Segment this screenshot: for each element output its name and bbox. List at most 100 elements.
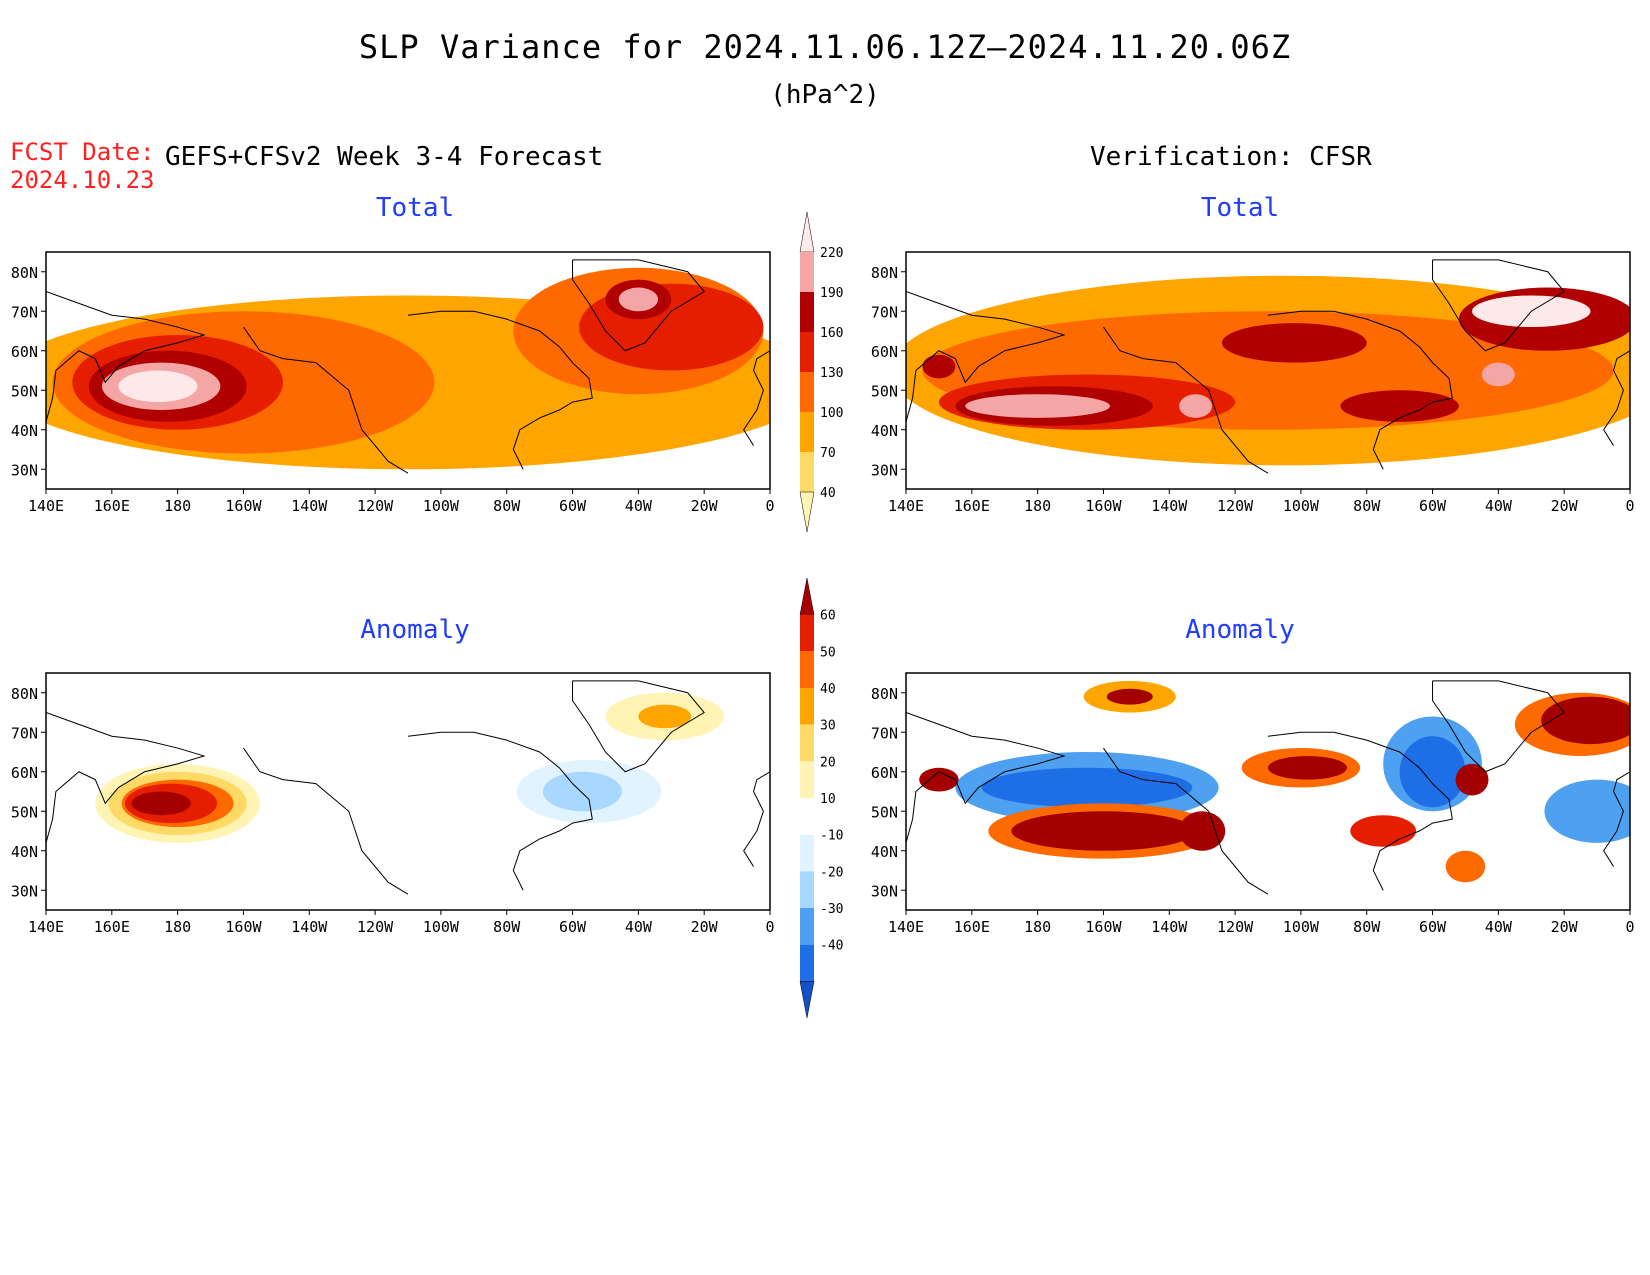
lon-tick-label: 0 — [765, 497, 774, 515]
lon-tick-label: 20W — [1551, 497, 1579, 515]
coastline-north-america-east — [407, 731, 593, 891]
lat-tick-label: 60N — [871, 764, 898, 782]
lon-tick-label: 20W — [691, 497, 719, 515]
lon-tick-label: 180 — [1024, 918, 1051, 936]
lat-tick-label: 70N — [11, 724, 38, 742]
colorbar-label: -20 — [820, 865, 843, 880]
lon-tick-label: 100W — [1283, 918, 1320, 936]
lon-tick-label: 0 — [1625, 918, 1634, 936]
coastline-europe — [1603, 350, 1630, 446]
colorbar-label: 40 — [820, 486, 836, 501]
shading-region — [118, 370, 198, 403]
lon-tick-label: 40W — [625, 497, 653, 515]
lon-tick-label: 140W — [291, 918, 328, 936]
lon-tick-label: 60W — [1419, 918, 1447, 936]
lon-tick-label: 140E — [888, 497, 924, 515]
shading-region — [1481, 362, 1515, 387]
lat-tick-label: 80N — [871, 685, 898, 703]
colorbar-label: 50 — [820, 645, 836, 660]
fcst-date-value: 2024.10.23 — [10, 166, 155, 194]
shaded-field — [906, 673, 1630, 910]
lon-tick-label: 160E — [94, 918, 130, 936]
map-panel-fcst-anomaly: 80N 70N 60N 50N 40N 30N 140E 160E 180 160W 140W 120… — [11, 672, 775, 936]
colorbar-label: 40 — [820, 682, 836, 697]
lon-tick-label: 160W — [1085, 918, 1122, 936]
lon-tick-label: 120W — [1217, 918, 1254, 936]
lon-tick-label: 100W — [423, 497, 460, 515]
coastline-north-america-east — [407, 310, 593, 470]
shading-region — [1106, 688, 1153, 705]
shading-region — [1179, 394, 1213, 418]
lon-tick-label: 180 — [1024, 497, 1051, 515]
lon-tick-label: 160W — [225, 918, 262, 936]
colorbar-swatch — [800, 292, 814, 332]
coastline-greenland — [1432, 259, 1565, 352]
colorbar-swatch — [800, 614, 814, 652]
map-frame — [905, 251, 1631, 490]
shading-region — [1268, 755, 1347, 780]
shading-region — [965, 394, 1111, 418]
coastline-asia — [46, 712, 206, 843]
lat-tick-label: 70N — [11, 303, 38, 321]
shading-region — [919, 767, 959, 792]
coastline-north-america-east — [1267, 731, 1453, 891]
forecast-header: GEFS+CFSv2 Week 3-4 Forecast — [165, 142, 604, 172]
coastline-europe — [1603, 771, 1630, 867]
lon-tick-label: 160W — [1085, 497, 1122, 515]
shading-region — [1340, 390, 1459, 422]
colorbar-label: 10 — [820, 792, 836, 807]
shading-region — [131, 791, 191, 816]
lat-tick-label: 70N — [871, 303, 898, 321]
lon-tick-label: 20W — [691, 918, 719, 936]
lon-tick-label: 80W — [1353, 918, 1381, 936]
colorbar-swatch — [800, 724, 814, 762]
panel-title-verif-anomaly: Anomaly — [1185, 615, 1295, 645]
lat-tick-label: 40N — [11, 422, 38, 440]
shading-region — [1544, 779, 1630, 843]
lat-tick-label: 80N — [871, 264, 898, 282]
lat-tick-label: 80N — [11, 264, 38, 282]
lon-tick-label: 120W — [357, 497, 394, 515]
lon-tick-label: 180 — [164, 497, 191, 515]
lat-tick-label: 40N — [11, 843, 38, 861]
colorbar-swatch — [800, 452, 814, 492]
colorbar-label: 60 — [820, 609, 836, 624]
lon-tick-label: 140W — [1151, 497, 1188, 515]
lon-tick-label: 80W — [493, 918, 521, 936]
lon-tick-label: 140E — [28, 497, 64, 515]
colorbar-swatch — [800, 332, 814, 372]
lat-tick-label: 50N — [871, 382, 898, 400]
colorbar-swatch — [800, 834, 814, 872]
coastline-asia — [906, 712, 1066, 843]
lat-tick-label: 50N — [11, 382, 38, 400]
colorbar-swatch — [800, 412, 814, 452]
coastline-europe — [743, 771, 770, 867]
colorbar-label: 70 — [820, 446, 836, 461]
colorbar-label: 160 — [820, 326, 843, 341]
shading-region — [1011, 811, 1196, 851]
lon-tick-label: 80W — [1353, 497, 1381, 515]
fcst-date-label: FCST Date: — [10, 138, 155, 166]
map-panel-verif-total: 80N 70N 60N 50N 40N 30N 140E 160E 180 160W 140W 120… — [871, 251, 1635, 515]
colorbar-swatch — [799, 981, 815, 1019]
coastline-greenland — [572, 259, 705, 352]
lon-tick-label: 0 — [1625, 497, 1634, 515]
lat-tick-label: 50N — [11, 803, 38, 821]
coastline-north-america-west — [243, 747, 409, 895]
anomaly-colorbar: 60 50 40 30 20 10 -10 -20 -30 -40 — [799, 577, 843, 1019]
lon-tick-label: 120W — [1217, 497, 1254, 515]
lat-tick-label: 30N — [11, 461, 38, 479]
shading-region — [542, 771, 622, 812]
lon-tick-label: 100W — [1283, 497, 1320, 515]
colorbar-swatch — [800, 908, 814, 945]
shading-region — [981, 767, 1193, 808]
lat-tick-label: 80N — [11, 685, 38, 703]
lon-tick-label: 0 — [765, 918, 774, 936]
lon-tick-label: 140E — [888, 918, 924, 936]
colorbar-label: -40 — [820, 939, 843, 954]
lon-tick-label: 40W — [1485, 918, 1513, 936]
colorbar-swatch — [799, 211, 815, 253]
main-title: SLP Variance for 2024.11.06.12Z–2024.11.… — [358, 28, 1292, 66]
panel-title-fcst-anomaly: Anomaly — [360, 615, 470, 645]
